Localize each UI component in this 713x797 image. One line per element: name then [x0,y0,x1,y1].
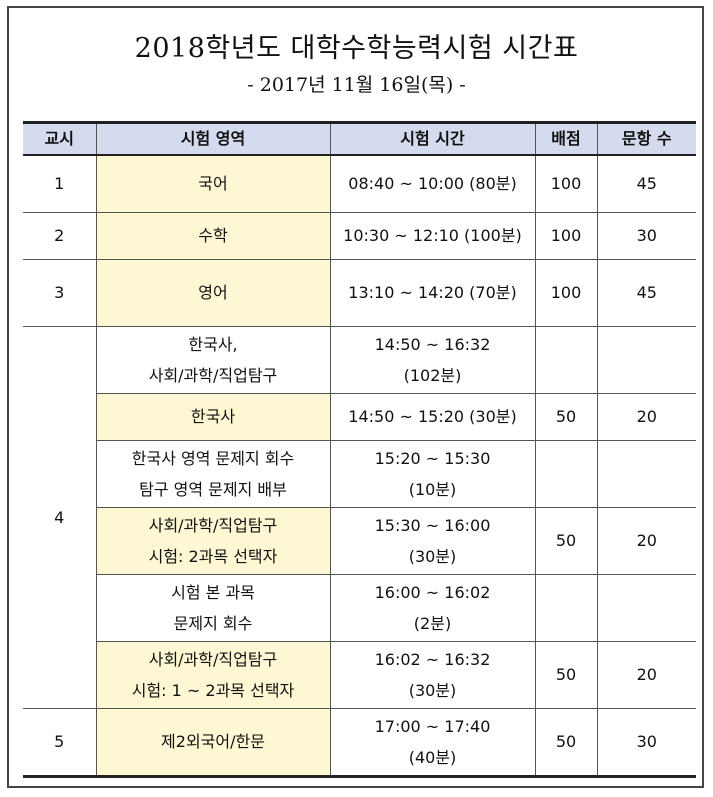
items-cell [596,440,696,508]
score-cell: 50 [534,641,598,709]
time-cell: 13:10 ~ 14:20 (70분) [329,259,536,327]
subject-cell: 한국사 영역 문제지 회수 탐구 영역 문제지 배부 [95,440,331,508]
table-row: 사회/과학/직업탐구 시험: 1 ~ 2과목 선택자 16:02 ~ 16:32… [23,641,696,709]
time-cell: 14:50 ~ 15:20 (30분) [329,393,536,441]
items-cell: 45 [596,259,696,327]
time-cell: 08:40 ~ 10:00 (80분) [329,154,536,213]
table-row: 한국사 14:50 ~ 15:20 (30분) 50 20 [23,393,696,441]
header-items: 문항 수 [596,121,696,156]
items-cell [596,326,696,394]
header-time: 시험 시간 [329,121,536,156]
period-cell: 2 [23,212,97,260]
table-row: 한국사 영역 문제지 회수 탐구 영역 문제지 배부 15:20 ~ 15:30… [23,440,696,508]
time-cell: 17:00 ~ 17:40 (40분) [329,708,536,778]
table-row: 4 한국사, 사회/과학/직업탐구 14:50 ~ 16:32 (102분) [23,326,696,709]
score-cell: 100 [534,259,598,327]
header-subject: 시험 영역 [95,121,331,156]
time-cell: 16:00 ~ 16:02 (2분) [329,574,536,642]
table-row: 1 국어 08:40 ~ 10:00 (80분) 100 45 [23,154,696,213]
score-cell [534,326,598,394]
subject-cell: 한국사, 사회/과학/직업탐구 [95,326,331,394]
score-cell: 100 [534,212,598,260]
table-row: 5 제2외국어/한문 17:00 ~ 17:40 (40분) 50 30 [23,708,696,778]
time-cell: 15:30 ~ 16:00 (30분) [329,507,536,575]
subject-cell: 국어 [95,154,331,213]
time-cell: 15:20 ~ 15:30 (10분) [329,440,536,508]
score-cell: 50 [534,393,598,441]
items-cell: 30 [596,212,696,260]
table-row: 2 수학 10:30 ~ 12:10 (100분) 100 30 [23,212,696,260]
subject-cell: 영어 [95,259,331,327]
exam-schedule-table: 교시 시험 영역 시험 시간 배점 문항 수 1 국어 08:40 ~ 10:0… [23,121,696,778]
period-cell: 5 [23,708,97,778]
page-subtitle: - 2017년 11월 16일(목) - [247,74,466,96]
score-cell: 100 [534,154,598,213]
subject-cell: 시험 본 과목 문제지 회수 [95,574,331,642]
subject-cell: 수학 [95,212,331,260]
score-cell [534,440,598,508]
score-cell: 50 [534,507,598,575]
items-cell: 20 [596,507,696,575]
time-cell: 10:30 ~ 12:10 (100분) [329,212,536,260]
table-row: 시험 본 과목 문제지 회수 16:00 ~ 16:02 (2분) [23,574,696,642]
table-row: 3 영어 13:10 ~ 14:20 (70분) 100 45 [23,259,696,327]
items-cell: 45 [596,154,696,213]
period-cell: 4 [23,326,97,709]
items-cell: 30 [596,708,696,778]
page-title: 2018학년도 대학수학능력시험 시간표 [134,33,579,64]
items-cell: 20 [596,393,696,441]
table-row: 사회/과학/직업탐구 시험: 2과목 선택자 15:30 ~ 16:00 (30… [23,507,696,575]
header-period: 교시 [23,121,97,156]
items-cell: 20 [596,641,696,709]
time-cell: 16:02 ~ 16:32 (30분) [329,641,536,709]
period-cell: 1 [23,154,97,213]
subject-cell: 제2외국어/한문 [95,708,331,778]
subject-cell: 사회/과학/직업탐구 시험: 1 ~ 2과목 선택자 [95,641,331,709]
subject-cell: 한국사 [95,393,331,441]
score-cell: 50 [534,708,598,778]
table-header-row: 교시 시험 영역 시험 시간 배점 문항 수 [23,121,696,156]
subject-cell: 사회/과학/직업탐구 시험: 2과목 선택자 [95,507,331,575]
items-cell [596,574,696,642]
period-cell: 3 [23,259,97,327]
time-cell: 14:50 ~ 16:32 (102분) [329,326,536,394]
header-score: 배점 [534,121,598,156]
score-cell [534,574,598,642]
